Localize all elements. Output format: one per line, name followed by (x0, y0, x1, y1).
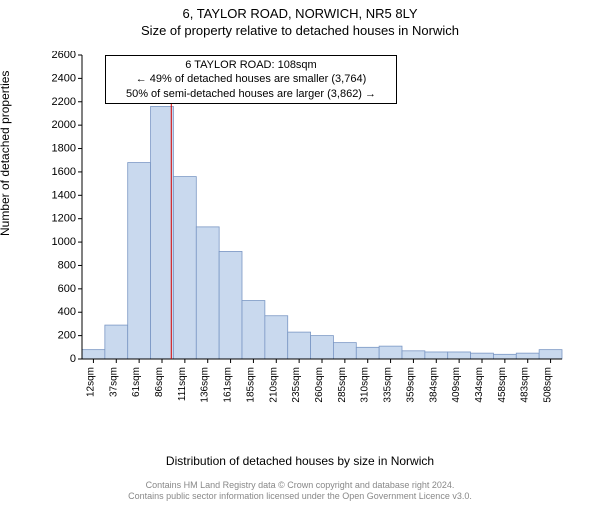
svg-text:285sqm: 285sqm (337, 367, 348, 403)
annotation-line-2: ← 49% of detached houses are smaller (3,… (112, 72, 390, 86)
x-axis-label: Distribution of detached houses by size … (0, 454, 600, 468)
chart-area: 0 200 400 600 800 1000 1200 1400 1600 1800 2000 220… (50, 51, 570, 421)
footer-line-1: Contains HM Land Registry data © Crown c… (0, 480, 600, 491)
svg-text:1400: 1400 (52, 189, 76, 201)
svg-text:210sqm: 210sqm (268, 367, 279, 403)
svg-text:2000: 2000 (52, 119, 76, 131)
annotation-line-1: 6 TAYLOR ROAD: 108sqm (112, 58, 390, 72)
svg-text:185sqm: 185sqm (245, 367, 256, 403)
svg-text:483sqm: 483sqm (520, 367, 531, 403)
svg-text:310sqm: 310sqm (360, 367, 371, 403)
histogram-svg: 0 200 400 600 800 1000 1200 1400 1600 1800 2000 220… (50, 51, 570, 421)
svg-text:434sqm: 434sqm (474, 367, 485, 403)
svg-text:86sqm: 86sqm (154, 367, 165, 397)
annotation-line-3: 50% of semi-detached houses are larger (… (112, 87, 390, 101)
svg-text:2200: 2200 (52, 96, 76, 108)
svg-text:200: 200 (58, 330, 76, 342)
svg-text:2400: 2400 (52, 72, 76, 84)
svg-text:2600: 2600 (52, 51, 76, 61)
annotation-box: 6 TAYLOR ROAD: 108sqm ← 49% of detached … (105, 55, 397, 104)
svg-text:1200: 1200 (52, 213, 76, 225)
svg-text:384sqm: 384sqm (428, 367, 439, 403)
svg-text:136sqm: 136sqm (200, 367, 211, 403)
svg-text:260sqm: 260sqm (314, 367, 325, 403)
svg-text:400: 400 (58, 306, 76, 318)
svg-text:0: 0 (70, 353, 76, 365)
svg-text:800: 800 (58, 259, 76, 271)
svg-text:1800: 1800 (52, 143, 76, 155)
svg-text:458sqm: 458sqm (497, 367, 508, 403)
svg-text:161sqm: 161sqm (223, 367, 234, 403)
svg-text:61sqm: 61sqm (131, 367, 142, 397)
svg-text:1600: 1600 (52, 166, 76, 178)
svg-text:37sqm: 37sqm (108, 367, 119, 397)
footer-line-2: Contains public sector information licen… (0, 491, 600, 502)
svg-text:409sqm: 409sqm (451, 367, 462, 403)
svg-text:359sqm: 359sqm (405, 367, 416, 403)
chart-subtitle: Size of property relative to detached ho… (0, 23, 600, 38)
y-axis-label: Number of detached properties (0, 71, 12, 236)
svg-text:12sqm: 12sqm (85, 367, 96, 397)
svg-text:508sqm: 508sqm (543, 367, 554, 403)
chart-container: 6, TAYLOR ROAD, NORWICH, NR5 8LY Size of… (0, 6, 600, 506)
svg-text:111sqm: 111sqm (177, 367, 188, 401)
chart-title: 6, TAYLOR ROAD, NORWICH, NR5 8LY (0, 6, 600, 21)
svg-text:1000: 1000 (52, 236, 76, 248)
svg-text:235sqm: 235sqm (291, 367, 302, 403)
footer-attribution: Contains HM Land Registry data © Crown c… (0, 480, 600, 502)
svg-text:335sqm: 335sqm (383, 367, 394, 403)
svg-text:600: 600 (58, 283, 76, 295)
